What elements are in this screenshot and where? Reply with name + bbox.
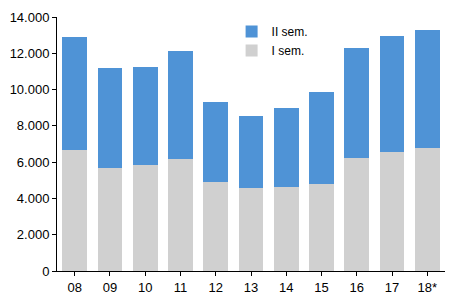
svg-text:18*: 18* xyxy=(418,280,438,295)
svg-text:14.000: 14.000 xyxy=(10,10,50,25)
svg-text:8.000: 8.000 xyxy=(17,118,50,133)
svg-text:17: 17 xyxy=(385,280,399,295)
svg-text:II sem.: II sem. xyxy=(272,25,308,39)
svg-text:14: 14 xyxy=(279,280,293,295)
svg-text:I sem.: I sem. xyxy=(272,44,305,58)
svg-text:12.000: 12.000 xyxy=(10,46,50,61)
svg-text:2.000: 2.000 xyxy=(17,227,50,242)
svg-text:11: 11 xyxy=(174,280,188,295)
svg-text:6.000: 6.000 xyxy=(17,155,50,170)
svg-text:4.000: 4.000 xyxy=(17,191,50,206)
svg-text:09: 09 xyxy=(103,280,117,295)
svg-text:13: 13 xyxy=(244,280,258,295)
svg-text:10.000: 10.000 xyxy=(10,82,50,97)
svg-text:0: 0 xyxy=(42,264,49,279)
svg-text:12: 12 xyxy=(208,280,222,295)
svg-text:15: 15 xyxy=(314,280,328,295)
svg-text:16: 16 xyxy=(350,280,364,295)
svg-text:10: 10 xyxy=(138,280,152,295)
svg-text:08: 08 xyxy=(67,280,81,295)
